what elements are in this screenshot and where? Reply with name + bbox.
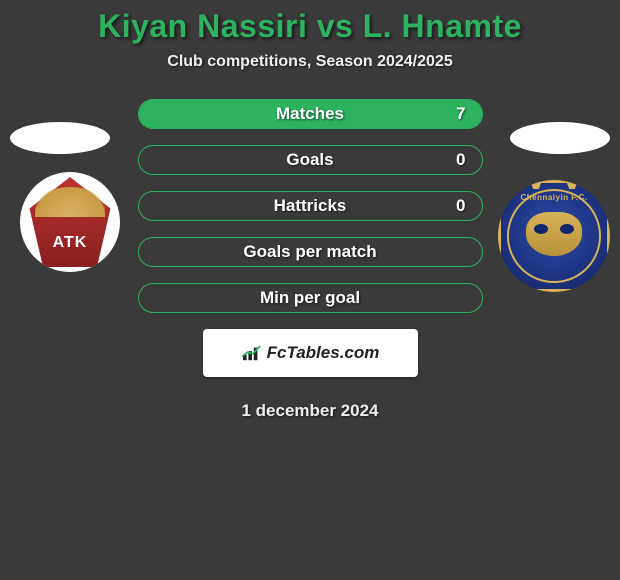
player-photo-right <box>510 122 610 154</box>
date-text: 1 december 2024 <box>0 401 620 421</box>
stat-row-min-per-goal: Min per goal <box>138 283 483 313</box>
stat-label: Goals per match <box>243 242 376 262</box>
stats-list: Matches 7 Goals 0 Hattricks 0 Goals per … <box>138 99 483 313</box>
bar-chart-icon <box>241 344 263 362</box>
club-crest-right: Chennaiyin F.C. <box>498 180 610 292</box>
stat-row-goals-per-match: Goals per match <box>138 237 483 267</box>
stat-label: Matches <box>276 104 344 124</box>
player-photo-left <box>10 122 110 154</box>
comparison-card: Kiyan Nassiri vs L. Hnamte Club competit… <box>0 0 620 421</box>
club-crest-left: ATK <box>20 172 120 272</box>
page-title: Kiyan Nassiri vs L. Hnamte <box>0 8 620 45</box>
chennaiyin-crest-icon: Chennaiyin F.C. <box>498 180 610 292</box>
brand-logo: FcTables.com <box>241 343 380 363</box>
brand-text: FcTables.com <box>267 343 380 363</box>
brand-card[interactable]: FcTables.com <box>203 329 418 377</box>
stat-label: Min per goal <box>260 288 360 308</box>
stat-row-goals: Goals 0 <box>138 145 483 175</box>
subtitle: Club competitions, Season 2024/2025 <box>0 53 620 71</box>
crest-right-text: Chennaiyin F.C. <box>501 193 607 202</box>
stat-value-right: 0 <box>456 196 465 216</box>
atk-crest-icon: ATK <box>20 172 120 272</box>
stat-value-right: 7 <box>456 104 465 124</box>
stat-row-matches: Matches 7 <box>138 99 483 129</box>
stat-label: Goals <box>286 150 333 170</box>
crest-left-text: ATK <box>20 234 120 252</box>
stat-row-hattricks: Hattricks 0 <box>138 191 483 221</box>
stat-label: Hattricks <box>274 196 347 216</box>
stat-value-right: 0 <box>456 150 465 170</box>
